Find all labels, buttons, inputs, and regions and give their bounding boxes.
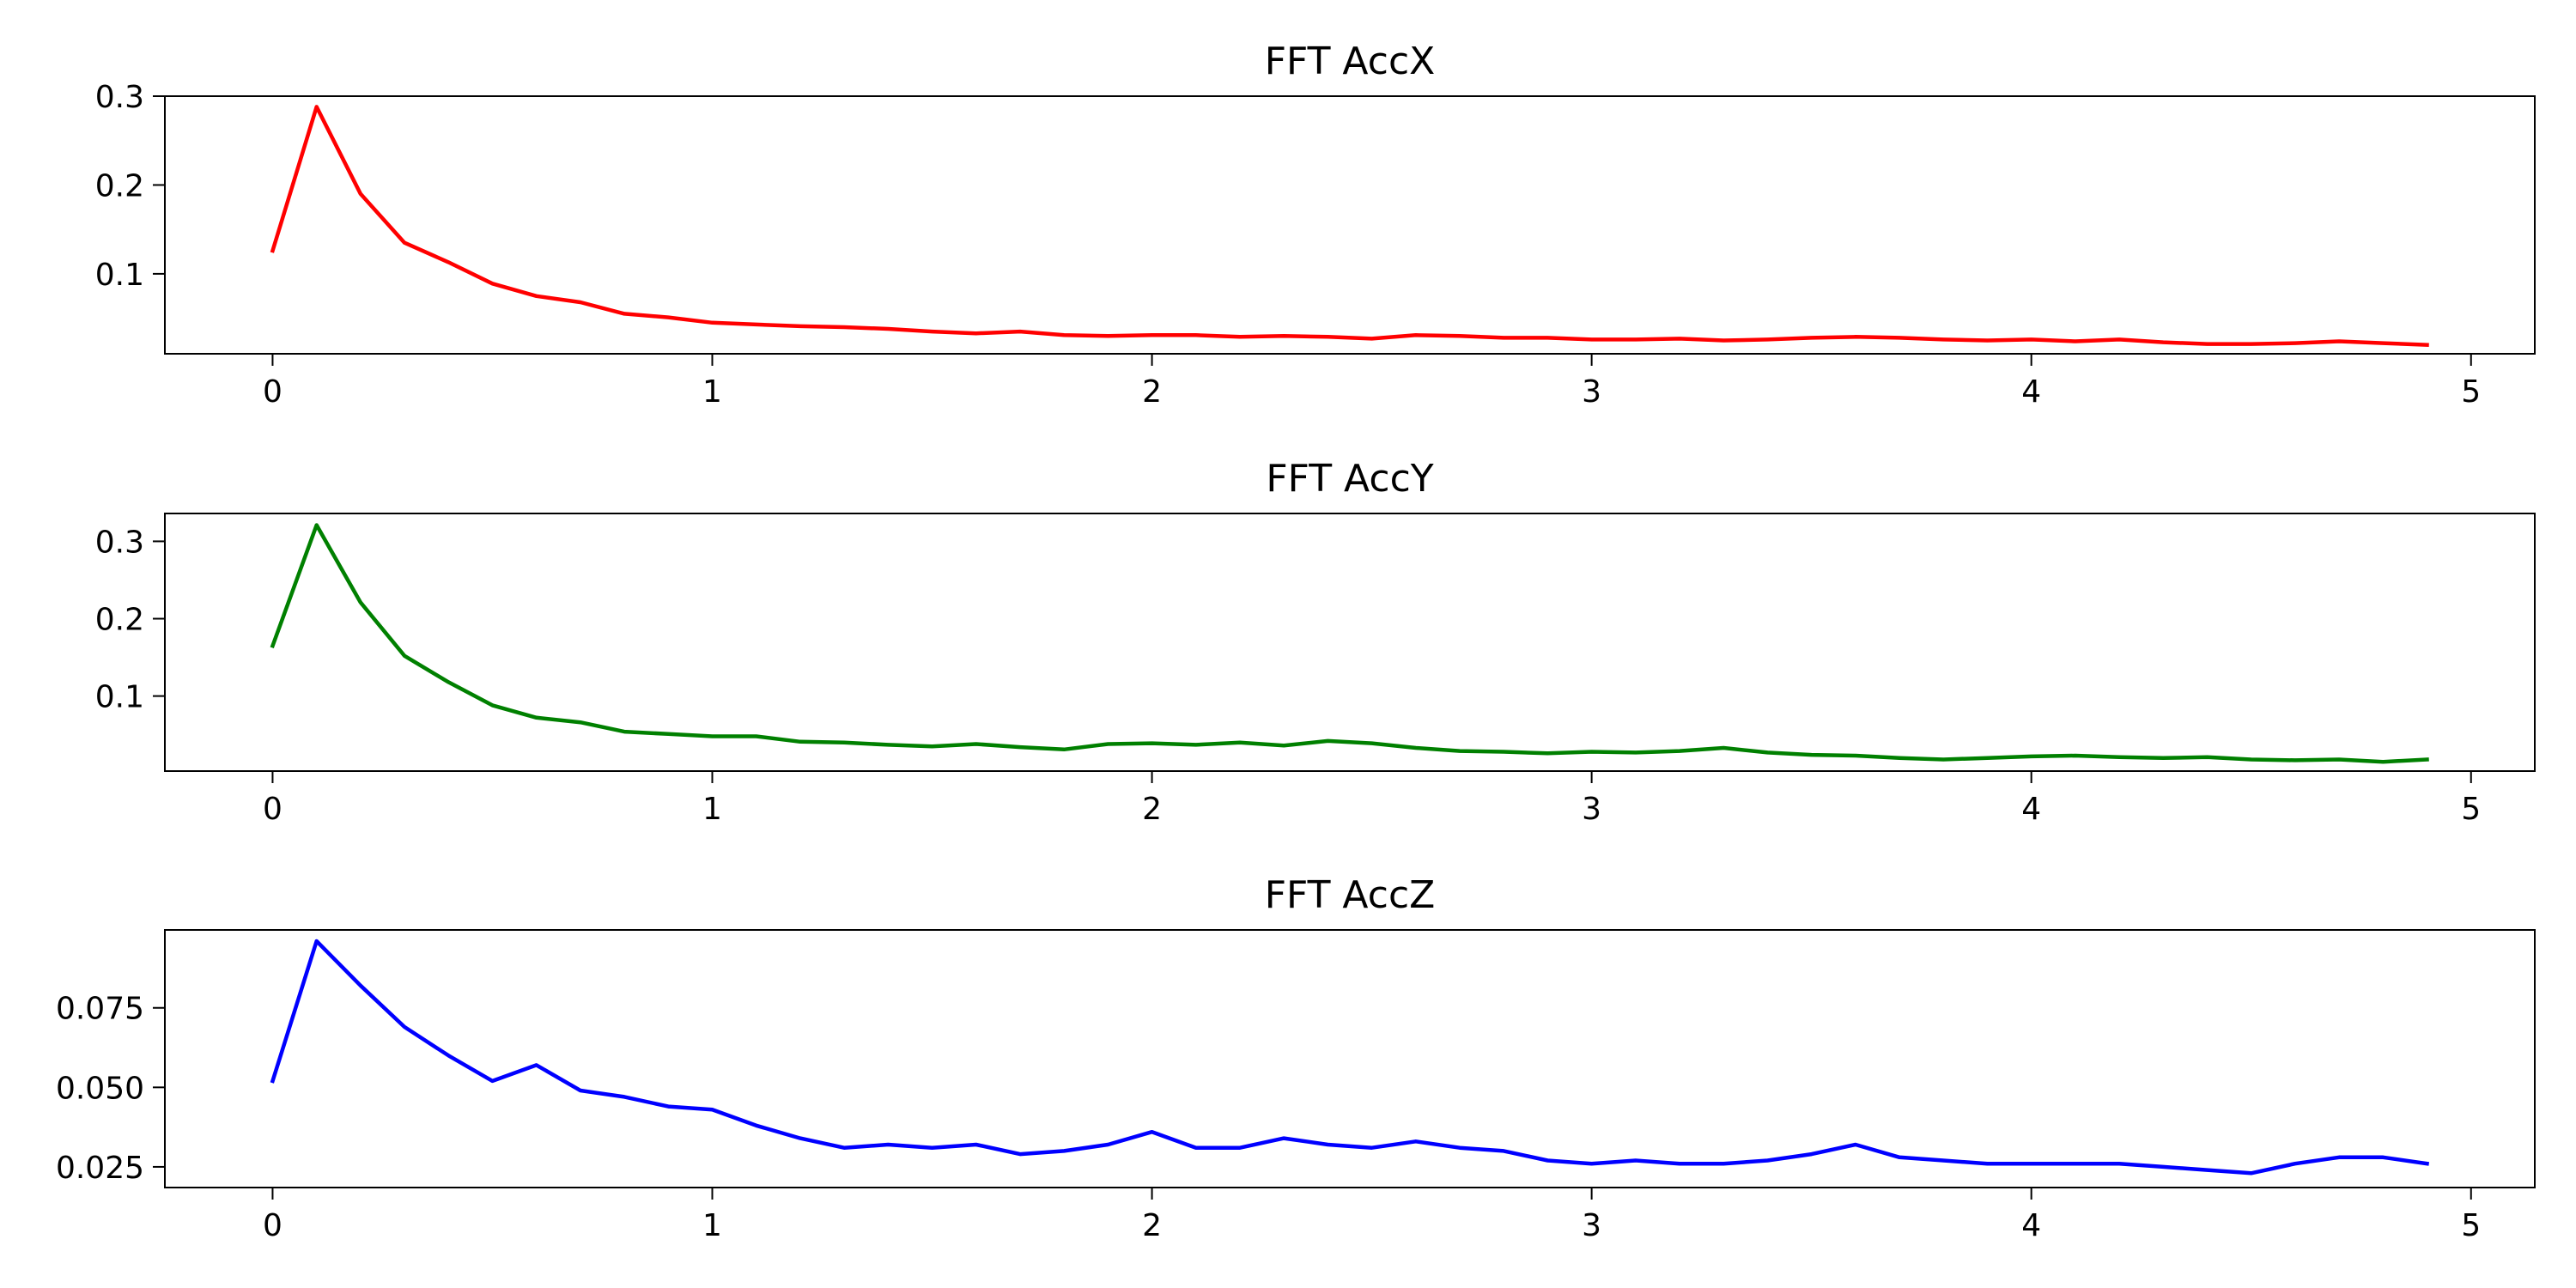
- plot-area: [270, 939, 2430, 1176]
- y-axis: 0.1 0.2 0.3: [95, 525, 165, 715]
- y-tick-label: 0.3: [95, 525, 144, 560]
- y-tick-label: 0.3: [95, 80, 144, 115]
- x-tick-label: 1: [702, 792, 722, 827]
- subplot-accx: FFT AccX 0 1 2 3 4 5 0.1 0.2 0.3: [95, 39, 2536, 410]
- x-tick-label: 1: [702, 374, 722, 410]
- y-tick-label: 0.2: [95, 168, 144, 204]
- series-line: [270, 939, 2430, 1176]
- x-tick-label: 5: [2461, 792, 2481, 827]
- x-tick-label: 4: [2021, 792, 2041, 827]
- axes-frame: [164, 95, 2536, 355]
- axes-frame: [164, 513, 2536, 772]
- y-tick-label: 0.2: [95, 603, 144, 638]
- x-tick-label: 0: [263, 792, 283, 827]
- series-line: [270, 105, 2429, 348]
- x-axis: 0 1 2 3 4 5: [263, 1188, 2481, 1243]
- plot-area: [270, 523, 2429, 764]
- y-tick-label: 0.1: [95, 680, 144, 715]
- subplot-title: FFT AccX: [1265, 39, 1436, 83]
- subplot-accy: FFT AccY 0 1 2 3 4 5 0.1 0.2 0.3: [95, 457, 2536, 827]
- x-tick-label: 3: [1582, 1208, 1601, 1243]
- x-tick-label: 0: [263, 374, 283, 410]
- x-tick-label: 2: [1142, 374, 1162, 410]
- x-tick-label: 2: [1142, 792, 1162, 827]
- x-tick-label: 3: [1582, 792, 1601, 827]
- x-tick-label: 4: [2021, 1208, 2041, 1243]
- x-tick-label: 2: [1142, 1208, 1162, 1243]
- subplot-title: FFT AccZ: [1265, 873, 1436, 917]
- axes-frame: [164, 929, 2536, 1188]
- series-line: [270, 523, 2429, 764]
- x-axis: 0 1 2 3 4 5: [263, 771, 2481, 827]
- y-tick-label: 0.025: [56, 1151, 144, 1186]
- x-tick-label: 0: [263, 1208, 283, 1243]
- y-axis: 0.1 0.2 0.3: [95, 80, 165, 293]
- x-tick-label: 4: [2021, 374, 2041, 410]
- x-tick-label: 5: [2461, 374, 2481, 410]
- x-tick-label: 3: [1582, 374, 1601, 410]
- y-tick-label: 0.1: [95, 258, 144, 293]
- x-tick-label: 5: [2461, 1208, 2481, 1243]
- subplot-accz: FFT AccZ 0 1 2 3 4 5 0.025 0.050 0.075: [56, 873, 2536, 1243]
- y-tick-label: 0.050: [56, 1071, 144, 1106]
- subplot-title: FFT AccY: [1266, 457, 1433, 501]
- plot-area: [270, 105, 2429, 348]
- y-axis: 0.025 0.050 0.075: [56, 992, 165, 1186]
- x-axis: 0 1 2 3 4 5: [263, 354, 2481, 410]
- x-tick-label: 1: [702, 1208, 722, 1243]
- y-tick-label: 0.075: [56, 992, 144, 1027]
